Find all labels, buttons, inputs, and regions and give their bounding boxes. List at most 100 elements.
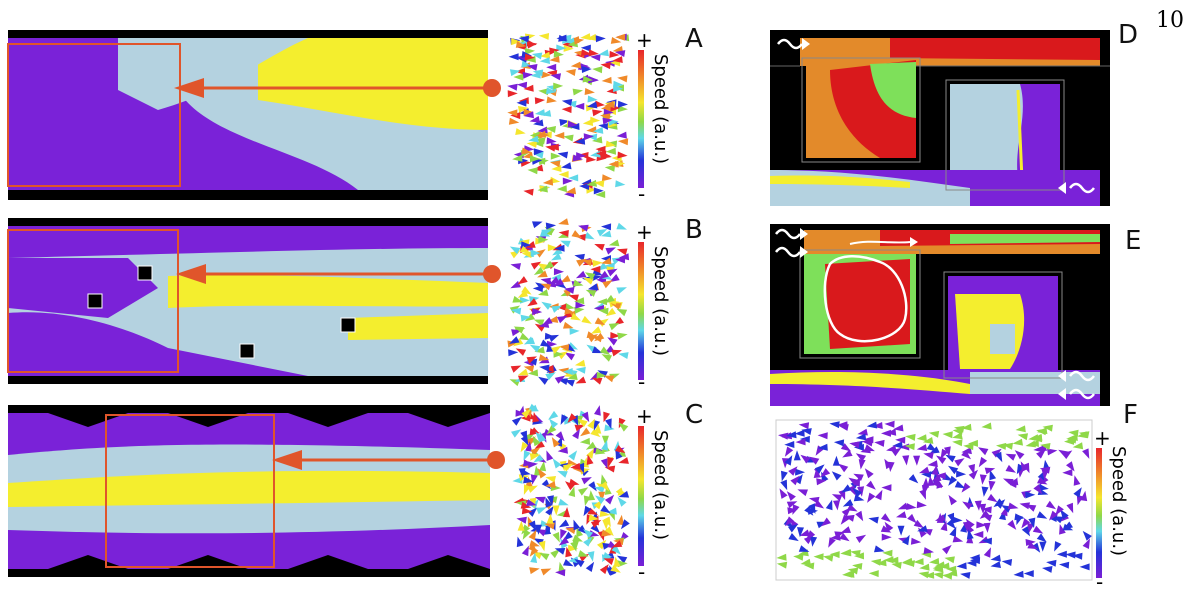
velocity-arrow-icon <box>960 572 971 579</box>
velocity-arrow-icon <box>929 558 940 565</box>
velocity-arrow-icon <box>546 513 554 524</box>
velocity-arrow-icon <box>524 48 536 55</box>
velocity-arrow-icon <box>588 76 599 84</box>
velocity-arrow-icon <box>601 554 613 562</box>
orange-arrow-icon <box>174 78 501 98</box>
velocity-arrow-icon <box>902 559 913 567</box>
velocity-arrow-icon <box>842 570 853 578</box>
velocity-arrow-icon <box>603 108 614 116</box>
velocity-arrow-icon <box>565 527 576 534</box>
velocity-arrow-icon <box>838 463 849 473</box>
velocity-arrow-icon <box>916 501 927 509</box>
velocity-arrow-icon <box>583 133 594 141</box>
velocity-arrow-icon <box>546 96 557 104</box>
velocity-arrow-icon <box>617 100 628 108</box>
velocity-arrow-icon <box>881 429 891 437</box>
velocity-arrow-icon <box>538 236 549 243</box>
velocity-arrow-icon <box>966 559 977 567</box>
velocity-arrow-icon <box>600 458 608 469</box>
velocity-arrow-icon <box>906 503 917 510</box>
velocity-arrow-icon <box>797 527 804 538</box>
velocity-arrow-icon <box>855 453 867 462</box>
velocity-arrow-icon <box>526 499 537 506</box>
velocity-arrow-icon <box>534 97 546 105</box>
velocity-arrow-icon <box>560 529 567 540</box>
velocity-arrow-icon <box>516 536 524 548</box>
velocity-arrow-icon <box>558 519 570 528</box>
velocity-arrow-icon <box>978 456 988 468</box>
velocity-arrow-icon <box>795 468 806 476</box>
velocity-arrow-icon <box>849 441 860 449</box>
velocity-arrow-icon <box>537 185 548 193</box>
velocity-arrow-icon <box>853 494 865 502</box>
velocity-arrow-icon <box>576 258 587 267</box>
velocity-arrow-icon <box>538 376 549 385</box>
velocity-arrow-icon <box>919 563 930 571</box>
velocity-arrow-icon <box>799 529 810 537</box>
velocity-arrow-icon <box>921 485 929 496</box>
velocity-arrow-icon <box>592 259 603 267</box>
velocity-arrow-icon <box>518 106 529 113</box>
velocity-arrow-icon <box>571 230 582 239</box>
velocity-arrow-icon <box>560 240 571 248</box>
velocity-arrow-icon <box>784 516 795 527</box>
velocity-arrow-icon <box>545 505 554 517</box>
velocity-arrow-icon <box>1079 563 1090 571</box>
velocity-arrow-icon <box>866 421 878 429</box>
velocity-arrow-icon <box>567 373 578 380</box>
velocity-arrow-icon <box>618 490 630 498</box>
velocity-arrow-icon <box>1023 570 1034 578</box>
velocity-arrow-icon <box>518 468 526 479</box>
velocity-arrow-icon <box>586 155 597 163</box>
velocity-arrow-icon <box>942 431 953 439</box>
velocity-arrow-icon <box>800 454 811 464</box>
velocity-arrow-icon <box>532 412 540 423</box>
velocity-arrow-icon <box>601 354 612 362</box>
velocity-arrow-icon <box>548 143 559 151</box>
velocity-arrow-icon <box>786 501 798 509</box>
velocity-arrow-icon <box>601 174 613 182</box>
velocity-arrow-icon <box>532 221 543 229</box>
panel-label-b: B <box>685 215 703 245</box>
velocity-arrow-icon <box>1005 453 1017 461</box>
velocity-arrow-icon <box>613 80 624 88</box>
velocity-arrow-icon <box>610 564 621 573</box>
velocity-arrow-icon <box>604 494 615 505</box>
velocity-arrow-icon <box>940 520 948 532</box>
velocity-arrow-icon <box>907 513 917 524</box>
velocity-arrow-icon <box>521 147 532 155</box>
velocity-arrow-icon <box>523 484 531 495</box>
velocity-arrow-icon <box>946 519 956 529</box>
velocity-arrow-icon <box>616 308 628 317</box>
velocity-arrow-icon <box>552 532 560 543</box>
velocity-arrow-icon <box>584 88 595 95</box>
velocity-arrow-icon <box>800 558 811 566</box>
velocity-arrow-icon <box>1012 438 1023 446</box>
velocity-arrow-icon <box>570 462 581 470</box>
velocity-arrow-icon <box>527 64 538 71</box>
velocity-arrow-icon <box>609 274 620 283</box>
velocity-arrow-icon <box>521 545 529 557</box>
velocity-arrow-icon <box>828 537 836 548</box>
velocity-arrow-icon <box>575 301 586 309</box>
velocity-arrow-icon <box>956 470 967 478</box>
velocity-arrow-icon <box>580 33 591 41</box>
colorbar-f: + Speed (a.u.) - <box>1094 428 1134 592</box>
velocity-arrow-icon <box>594 405 601 416</box>
velocity-arrow-icon <box>581 411 590 423</box>
velocity-arrow-icon <box>881 533 892 541</box>
colorbar-gradient <box>638 426 644 566</box>
velocity-arrow-icon <box>597 298 608 306</box>
velocity-arrow-icon <box>981 486 989 497</box>
velocity-arrow-icon <box>808 496 820 504</box>
velocity-arrow-icon <box>922 477 930 488</box>
velocity-arrow-icon <box>601 223 612 231</box>
velocity-arrow-icon <box>517 520 525 531</box>
velocity-arrow-icon <box>536 507 547 515</box>
velocity-arrow-icon <box>569 327 580 335</box>
velocity-arrow-icon <box>534 524 542 535</box>
velocity-arrow-icon <box>507 90 518 98</box>
velocity-arrow-icon <box>895 436 906 444</box>
velocity-arrow-icon <box>574 253 585 261</box>
velocity-arrow-icon <box>564 352 575 361</box>
